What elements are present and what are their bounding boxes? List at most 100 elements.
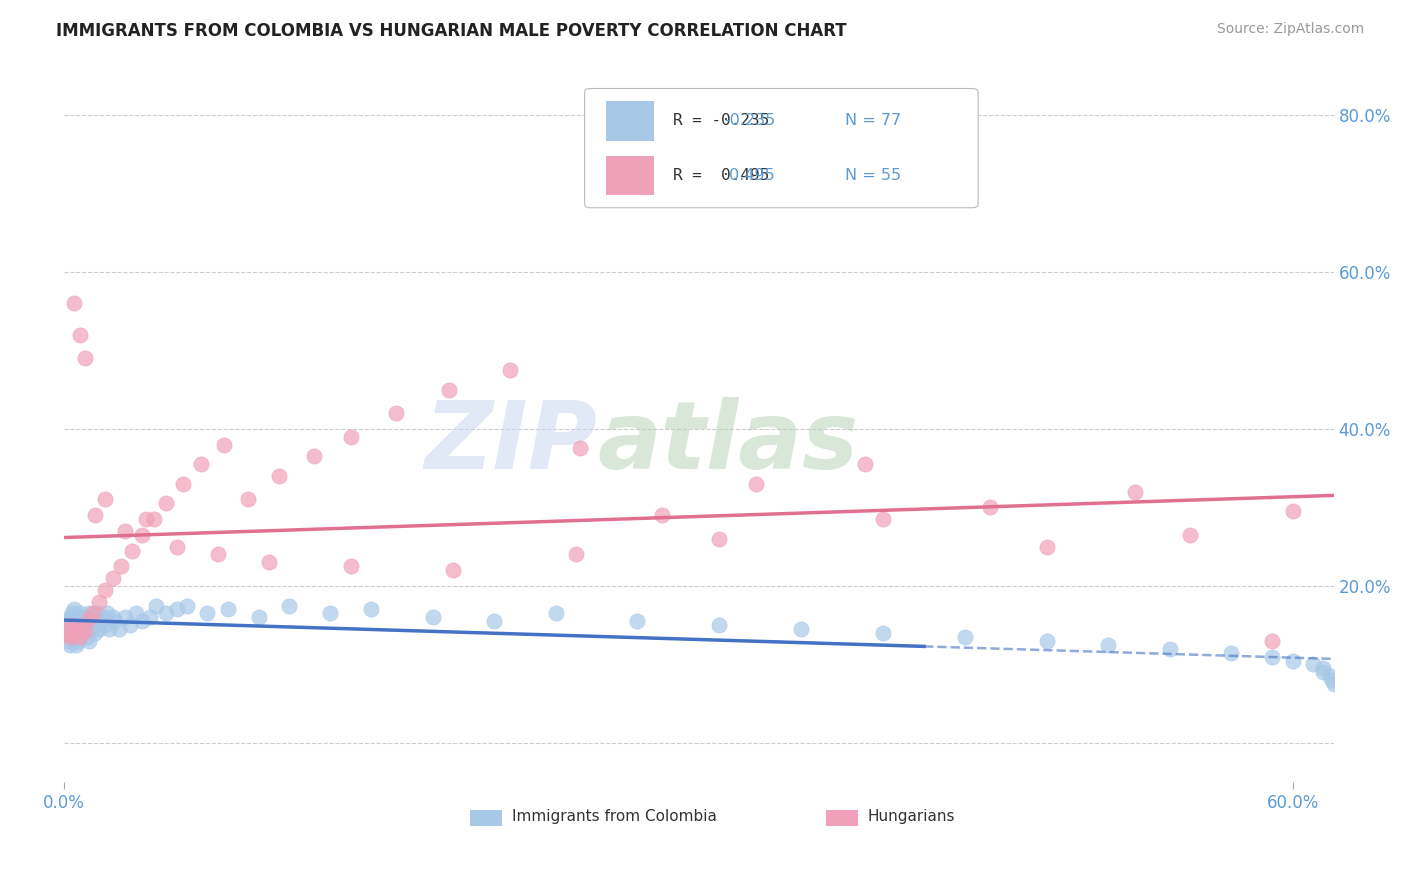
Point [60,618,83,632]
Point [482,614,505,628]
Point [76,630,98,644]
Point [73,610,96,624]
Point [121,543,143,558]
Point [172,476,194,491]
Point [87,622,110,636]
Point [360,602,382,616]
Point [72,620,94,634]
Point [114,610,136,624]
Point [853,457,876,471]
Text: 0.495: 0.495 [724,168,775,183]
Point [139,610,162,624]
Point [59,630,82,644]
Point [1281,504,1303,518]
Point [94,582,117,597]
Point [83,626,105,640]
Point [72,626,94,640]
Point [60,622,83,636]
Point [384,406,406,420]
Point [1036,633,1059,648]
Point [257,555,280,569]
Point [73,624,96,639]
Point [569,442,592,456]
Point [1036,540,1059,554]
Point [94,618,117,632]
Point [60,607,83,621]
Point [1319,669,1341,683]
Text: ZIP: ZIP [425,397,598,489]
Point [1159,641,1181,656]
Point [76,618,98,632]
Point [1302,657,1324,672]
FancyBboxPatch shape [825,810,858,826]
Point [69,630,91,644]
Text: R =  0.495: R = 0.495 [673,168,769,183]
Point [302,450,325,464]
Text: Hungarians: Hungarians [868,809,955,824]
Point [565,548,588,562]
Point [217,602,239,616]
Point [1123,484,1146,499]
Point [131,528,153,542]
Point [69,327,91,342]
Text: N = 55: N = 55 [845,168,901,183]
Point [83,614,105,628]
Point [90,614,112,628]
Point [278,599,301,613]
Point [1281,653,1303,667]
Point [59,626,82,640]
Point [77,607,100,621]
Point [55,626,77,640]
Point [1220,646,1243,660]
Point [441,563,464,577]
Point [72,614,94,628]
Text: R = -0.235: R = -0.235 [673,113,769,128]
Text: Source: ZipAtlas.com: Source: ZipAtlas.com [1216,22,1364,37]
Text: -0.235: -0.235 [724,113,776,128]
FancyBboxPatch shape [606,156,654,195]
Point [63,618,86,632]
Point [1323,677,1346,691]
Text: IMMIGRANTS FROM COLOMBIA VS HUNGARIAN MALE POVERTY CORRELATION CHART: IMMIGRANTS FROM COLOMBIA VS HUNGARIAN MA… [56,22,846,40]
Point [1261,649,1284,664]
Point [166,602,188,616]
Point [94,492,117,507]
Point [135,512,157,526]
Point [339,430,361,444]
Point [82,618,104,632]
Point [1320,673,1343,688]
Point [77,633,100,648]
Point [96,607,118,621]
Point [339,559,361,574]
Point [65,626,87,640]
Point [65,638,87,652]
Point [83,508,105,523]
Point [69,618,91,632]
Point [73,351,96,365]
Point [143,512,166,526]
Point [103,610,125,624]
Point [104,614,127,628]
Point [422,610,444,624]
Point [145,599,167,613]
Point [176,599,198,613]
Point [872,512,894,526]
Point [56,633,79,648]
Point [709,532,731,546]
Point [67,622,90,636]
Point [125,607,148,621]
Point [79,622,101,636]
Point [67,626,90,640]
Point [98,622,121,636]
Point [544,607,567,621]
Point [247,610,270,624]
Point [108,622,131,636]
Point [86,607,108,621]
Point [65,614,87,628]
Point [212,437,235,451]
Point [1312,665,1334,680]
FancyBboxPatch shape [585,88,979,208]
Point [114,524,136,538]
Point [872,626,894,640]
Point [790,622,813,636]
